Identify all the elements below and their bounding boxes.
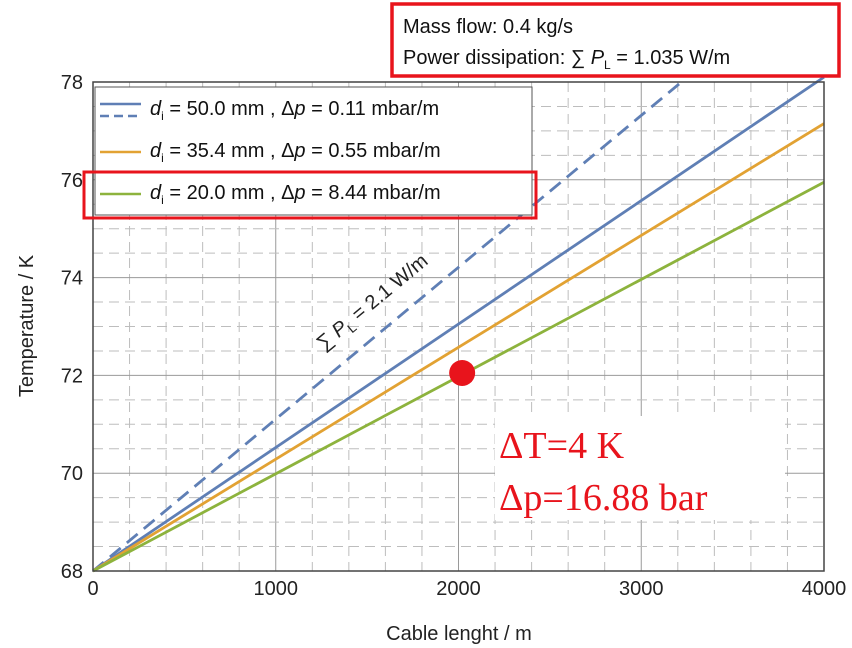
legend-highlight-box	[82, 170, 538, 220]
note-line-1: ΔT=4 K	[499, 425, 625, 467]
legend-entry: di = 35.4 mm , Δp = 0.55 mbar/m	[150, 140, 441, 165]
x-tick-label: 2000	[436, 578, 481, 600]
series-line-2	[92, 122, 825, 573]
x-tick-label: 1000	[254, 578, 299, 600]
y-tick-label: 74	[61, 268, 83, 290]
dashed-label-suffix: = 2.1 W/m	[344, 250, 433, 329]
info-power-suffix: = 1.035 W/m	[611, 47, 731, 69]
y-tick-label: 68	[61, 561, 83, 583]
note-line-2: Δp=16.88 bar	[499, 477, 708, 519]
info-power-symbol: P	[591, 47, 605, 69]
y-tick-label: 76	[61, 170, 83, 192]
info-power-sub: L	[604, 58, 611, 72]
info-power-prefix: Power dissipation: ∑	[403, 47, 591, 69]
x-tick-label: 0	[87, 578, 98, 600]
series-line-0	[92, 75, 825, 573]
series-line-1	[92, 80, 683, 573]
plot-frame	[92, 81, 825, 572]
legend-box	[94, 86, 533, 216]
x-tick-label: 3000	[619, 578, 664, 600]
legend: di = 50.0 mm , Δp = 0.11 mbar/m di = 35.4…	[94, 86, 533, 216]
legend-entry: di = 50.0 mm , Δp = 0.11 mbar/m	[150, 98, 439, 123]
y-axis-label: Temperature / K	[16, 254, 38, 397]
y-tick-label: 78	[61, 72, 83, 94]
note-background	[495, 416, 785, 520]
info-box	[390, 2, 841, 78]
y-tick-label: 70	[61, 463, 83, 485]
y-tick-labels: 68 70 72 74 76 78	[61, 72, 83, 583]
info-power-dissipation: Power dissipation: ∑ PL = 1.035 W/m	[403, 47, 730, 72]
legend-entry: di = 20.0 mm , Δp = 8.44 mbar/m	[150, 182, 441, 207]
highlight-marker	[449, 359, 476, 386]
x-axis-label: Cable lenght / m	[386, 623, 532, 645]
info-mass-flow: Mass flow: 0.4 kg/s	[403, 16, 573, 38]
x-tick-labels: 0 1000 2000 3000 4000	[87, 578, 846, 600]
x-tick-label: 4000	[802, 578, 847, 600]
y-tick-label: 72	[61, 365, 83, 387]
